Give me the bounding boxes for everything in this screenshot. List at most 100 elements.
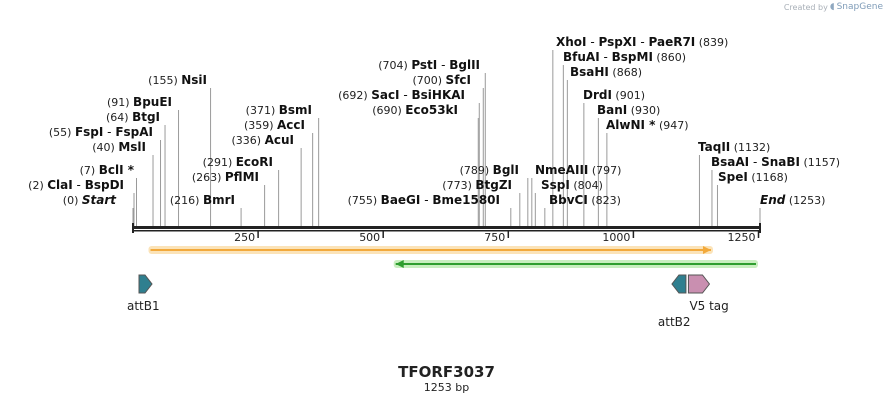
site-label-0[interactable]: (0) Start [63,193,117,207]
snapgene-credit: Created by ◖ SnapGene [784,2,883,12]
tick-label-4: 1250 [727,231,755,244]
enzyme-name: DrdI [583,88,612,102]
site-position: (901) [612,89,645,102]
site-label-16[interactable]: (700) SfcI [412,73,471,87]
enzyme-name: BmrI [203,193,235,207]
site-label-24[interactable]: XhoI - PspXI - PaeR7I (839) [556,35,728,49]
enzyme-name: Bme1580I [432,193,500,207]
enzyme-name: BspMI [612,50,653,64]
site-label-32[interactable]: SpeI (1168) [718,170,788,184]
site-label-29[interactable]: AlwNI * (947) [606,118,689,132]
site-label-30[interactable]: TaqII (1132) [698,140,770,154]
credit-brand: SnapGene [836,2,883,12]
features: attB1 attB2 V5 tag [127,246,758,329]
site-position: (797) [588,164,621,177]
site-labels: (0) Start(2) ClaI - BspDI(7) BclI * (40) … [28,35,840,207]
tick-label-3: 1000 [602,231,630,244]
enzyme-name: FspI [75,125,103,139]
site-position: (336) [232,134,265,147]
site-label-28[interactable]: BanI (930) [597,103,660,117]
site-label-31[interactable]: BsaAI - SnaBI (1157) [711,155,840,169]
feature-v5-tag[interactable] [687,274,711,294]
enzyme-name: SspI [541,178,570,192]
site-label-15[interactable]: (692) SacI - BsiHKAI [338,88,465,102]
site-label-6[interactable]: (91) BpuEI [107,95,172,109]
site-position: (823) [588,194,621,207]
site-position: (216) [170,194,203,207]
site-label-22[interactable]: SspI (804) [541,178,603,192]
site-label-14[interactable]: (690) Eco53kI [372,103,458,117]
site-label-5[interactable]: (64) BtgI [106,110,160,124]
enzyme-name: BspDI [85,178,124,192]
site-label-33[interactable]: End (1253) [760,193,825,207]
enzyme-name: BtgZI [475,178,512,192]
enzyme-name: BglII [449,58,480,72]
site-label-8[interactable]: (216) BmrI [170,193,235,207]
site-position: (1132) [730,141,770,154]
site-position: (1157) [800,156,840,169]
site-position: (947) [655,119,688,132]
enzyme-name: SnaBI [761,155,800,169]
enzyme-name: FspAI [115,125,153,139]
tick-label-0: 250 [234,231,255,244]
site-label-13[interactable]: (371) BsmI [246,103,312,117]
site-lines [132,50,761,226]
backbone-start-cap [132,223,134,233]
feature-label-attb2: attB2 [658,315,691,329]
feature-attb2[interactable] [671,274,687,294]
green-feature-arrow-head [395,260,404,268]
enzyme-name: MslI [118,140,146,154]
site-position: (839) [695,36,728,49]
site-label-21[interactable]: NmeAIII (797) [535,163,621,177]
site-label-9[interactable]: (263) PflMI [192,170,259,184]
enzyme-name: PflMI [225,170,259,184]
site-label-25[interactable]: BfuAI - BspMI (860) [563,50,686,64]
snapgene-logo-icon: ◖ [829,2,835,12]
site-position: (155) [148,74,181,87]
site-label-7[interactable]: (155) NsiI [148,73,207,87]
enzyme-name: BsaAI [711,155,749,169]
enzyme-name: BsiHKAI [412,88,466,102]
enzyme-name: SfcI [446,73,471,87]
enzyme-name: BbvCI [549,193,588,207]
site-position: (700) [412,74,445,87]
site-position: (690) [372,104,405,117]
enzyme-name: ClaI [47,178,72,192]
backbone-end-cap [759,223,761,233]
site-position: (359) [244,119,277,132]
site-label-18[interactable]: (755) BaeGI - Bme1580I [348,193,500,207]
site-label-11[interactable]: (336) AcuI [232,133,295,147]
enzyme-name: BtgI [132,110,160,124]
site-label-2[interactable]: (7) BclI * [80,163,135,177]
site-position: (930) [627,104,660,117]
enzyme-name: Start [82,193,117,207]
site-label-27[interactable]: DrdI (901) [583,88,645,102]
site-label-1[interactable]: (2) ClaI - BspDI [28,178,124,192]
site-label-26[interactable]: BsaHI (868) [570,65,642,79]
backbone-top [133,226,760,229]
site-label-3[interactable]: (40) MslI [92,140,146,154]
enzyme-name: AcuI [265,133,294,147]
site-position: (755) [348,194,381,207]
site-position: (371) [246,104,279,117]
site-label-10[interactable]: (291) EcoRI [203,155,273,169]
site-position: (868) [609,66,642,79]
feature-attb1[interactable] [138,274,153,294]
site-label-20[interactable]: (789) BglI [460,163,519,177]
tick-label-2: 750 [484,231,505,244]
enzyme-name: SpeI [718,170,748,184]
site-position: (55) [49,126,75,139]
site-label-4[interactable]: (55) FspI - FspAI [49,125,153,139]
site-position: (860) [653,51,686,64]
site-label-17[interactable]: (704) PstI - BglII [378,58,480,72]
enzyme-name: BglI [493,163,519,177]
enzyme-name: TaqII [698,140,730,154]
enzyme-name: NsiI [181,73,207,87]
site-label-12[interactable]: (359) AccI [244,118,305,132]
site-label-19[interactable]: (773) BtgZI [442,178,512,192]
site-label-23[interactable]: BbvCI (823) [549,193,621,207]
site-position: (7) [80,164,99,177]
credit-text: Created by [783,2,828,12]
site-position: (291) [203,156,236,169]
